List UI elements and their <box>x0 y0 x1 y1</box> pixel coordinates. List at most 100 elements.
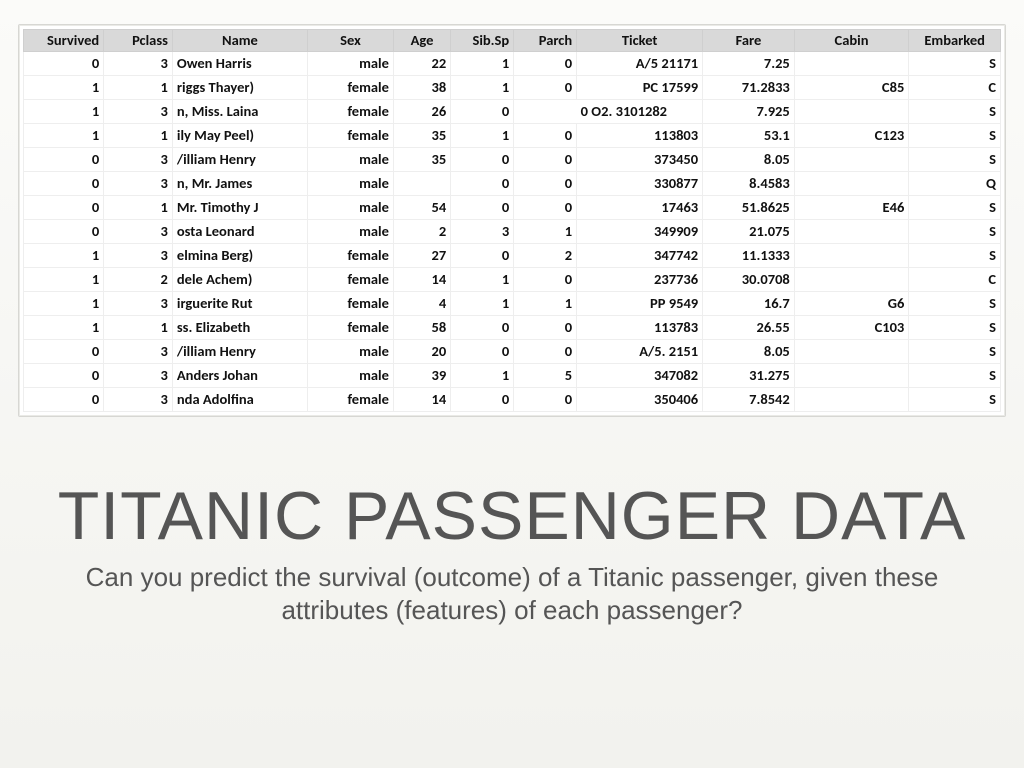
cell-age: 22 <box>393 52 450 76</box>
cell-survived: 1 <box>24 292 104 316</box>
table-row: 12dele Achem)female141023773630.0708C <box>24 268 1001 292</box>
cell-survived: 1 <box>24 268 104 292</box>
cell-parch: 2 <box>514 244 577 268</box>
cell-survived: 1 <box>24 100 104 124</box>
cell-age: 35 <box>393 148 450 172</box>
cell-cabin: E46 <box>794 196 909 220</box>
cell-age: 39 <box>393 364 450 388</box>
cell-parch: 5 <box>514 364 577 388</box>
cell-sibsp: 0 <box>451 100 514 124</box>
cell-name: irguerite Rut <box>172 292 307 316</box>
cell-pclass: 1 <box>104 316 173 340</box>
cell-survived: 1 <box>24 316 104 340</box>
cell-fare: 30.0708 <box>703 268 795 292</box>
cell-survived: 0 <box>24 52 104 76</box>
cell-cabin: C103 <box>794 316 909 340</box>
cell-fare: 26.55 <box>703 316 795 340</box>
col-header-sibsp: Sib.Sp <box>451 30 514 52</box>
cell-cabin <box>794 220 909 244</box>
cell-fare: 11.1333 <box>703 244 795 268</box>
cell-embarked: S <box>909 340 1001 364</box>
cell-sibsp: 1 <box>451 292 514 316</box>
cell-embarked: S <box>909 220 1001 244</box>
cell-name: Anders Johan <box>172 364 307 388</box>
slide-subtitle: Can you predict the survival (outcome) o… <box>32 561 992 626</box>
cell-cabin <box>794 172 909 196</box>
cell-embarked: S <box>909 244 1001 268</box>
cell-age: 38 <box>393 76 450 100</box>
cell-survived: 1 <box>24 76 104 100</box>
cell-sibsp: 0 <box>451 244 514 268</box>
slide-title: TITANIC PASSENGER DATA <box>18 477 1006 555</box>
cell-sex: male <box>308 364 394 388</box>
cell-sibsp: 0 <box>451 316 514 340</box>
cell-survived: 1 <box>24 244 104 268</box>
cell-embarked: C <box>909 76 1001 100</box>
cell-sex: female <box>308 268 394 292</box>
cell-embarked: C <box>909 268 1001 292</box>
cell-survived: 0 <box>24 388 104 412</box>
cell-ticket: 347742 <box>577 244 703 268</box>
cell-ticket: 330877 <box>577 172 703 196</box>
cell-sex: female <box>308 100 394 124</box>
cell-sex: male <box>308 52 394 76</box>
table-row: 01Mr. Timothy Jmale54001746351.8625E46S <box>24 196 1001 220</box>
cell-ticket: 373450 <box>577 148 703 172</box>
cell-pclass: 3 <box>104 388 173 412</box>
cell-name: riggs Thayer) <box>172 76 307 100</box>
cell-pclass: 3 <box>104 172 173 196</box>
cell-sex: female <box>308 316 394 340</box>
cell-embarked: Q <box>909 172 1001 196</box>
cell-pclass: 1 <box>104 196 173 220</box>
cell-survived: 0 <box>24 364 104 388</box>
cell-sex: female <box>308 292 394 316</box>
cell-ticket: PC 17599 <box>577 76 703 100</box>
cell-parch: 0 <box>514 172 577 196</box>
cell-pclass: 2 <box>104 268 173 292</box>
cell-parch: 0 <box>514 52 577 76</box>
cell-parch: 0 <box>514 148 577 172</box>
cell-pclass: 3 <box>104 364 173 388</box>
cell-sex: female <box>308 124 394 148</box>
col-header-embarked: Embarked <box>909 30 1001 52</box>
cell-ticket: 237736 <box>577 268 703 292</box>
cell-name: osta Leonard <box>172 220 307 244</box>
cell-embarked: S <box>909 196 1001 220</box>
table-body: 03Owen Harrismale2210A/5 211717.25S11rig… <box>24 52 1001 412</box>
cell-cabin: C123 <box>794 124 909 148</box>
cell-sibsp: 1 <box>451 124 514 148</box>
cell-cabin <box>794 148 909 172</box>
cell-age: 4 <box>393 292 450 316</box>
cell-name: Owen Harris <box>172 52 307 76</box>
cell-pclass: 1 <box>104 124 173 148</box>
cell-pclass: 3 <box>104 52 173 76</box>
cell-sex: male <box>308 220 394 244</box>
col-header-parch: Parch <box>514 30 577 52</box>
table-row: 13irguerite Rutfemale411PP 954916.7G6S <box>24 292 1001 316</box>
title-block: TITANIC PASSENGER DATA Can you predict t… <box>18 477 1006 626</box>
table-row: 03/illiam Henrymale2000A/5. 21518.05S <box>24 340 1001 364</box>
col-header-sex: Sex <box>308 30 394 52</box>
cell-fare: 8.05 <box>703 340 795 364</box>
cell-age: 14 <box>393 388 450 412</box>
cell-survived: 1 <box>24 124 104 148</box>
cell-cabin <box>794 340 909 364</box>
cell-parch: 1 <box>514 220 577 244</box>
cell-sex: female <box>308 244 394 268</box>
col-header-fare: Fare <box>703 30 795 52</box>
cell-sex: male <box>308 196 394 220</box>
cell-cabin <box>794 364 909 388</box>
cell-cabin <box>794 52 909 76</box>
cell-cabin: C85 <box>794 76 909 100</box>
cell-fare: 7.925 <box>703 100 795 124</box>
cell-embarked: S <box>909 52 1001 76</box>
cell-embarked: S <box>909 316 1001 340</box>
cell-sibsp: 1 <box>451 52 514 76</box>
col-header-name: Name <box>172 30 307 52</box>
table-row: 11ss. Elizabethfemale580011378326.55C103… <box>24 316 1001 340</box>
table-row: 03Anders Johanmale391534708231.275S <box>24 364 1001 388</box>
cell-parch: 0 <box>514 388 577 412</box>
cell-sibsp: 1 <box>451 268 514 292</box>
slide: Survived Pclass Name Sex Age Sib.Sp Parc… <box>0 0 1024 768</box>
cell-name: Mr. Timothy J <box>172 196 307 220</box>
